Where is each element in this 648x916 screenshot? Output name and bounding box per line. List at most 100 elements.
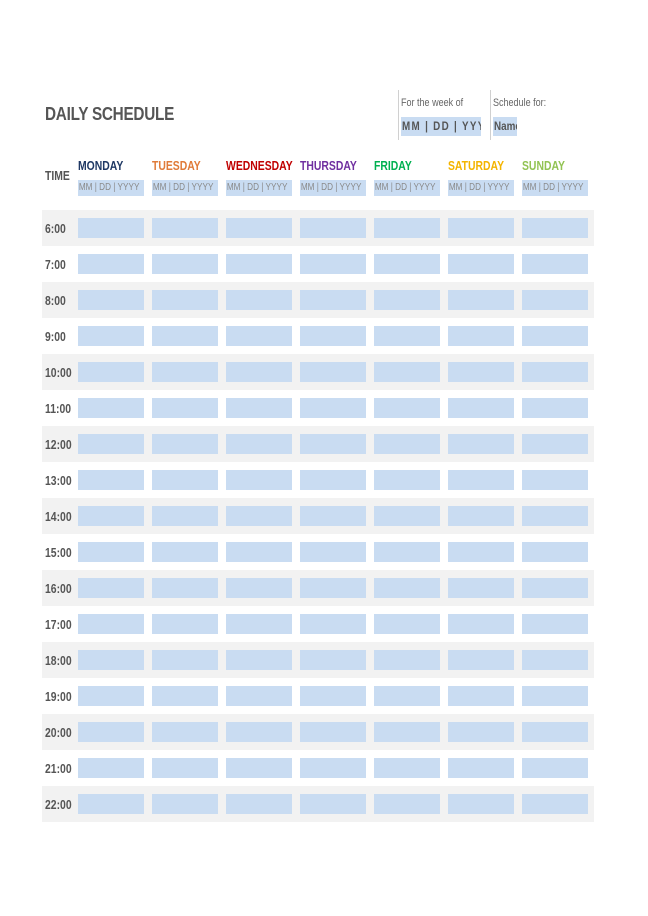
schedule-cell-tuesday[interactable]: [152, 326, 218, 346]
schedule-cell-friday[interactable]: [374, 542, 440, 562]
schedule-cell-thursday[interactable]: [300, 614, 366, 634]
schedule-cell-monday[interactable]: [78, 758, 144, 778]
schedule-cell-sunday[interactable]: [522, 326, 588, 346]
schedule-cell-tuesday[interactable]: [152, 650, 218, 670]
schedule-cell-thursday[interactable]: [300, 362, 366, 382]
schedule-cell-friday[interactable]: [374, 722, 440, 742]
schedule-cell-sunday[interactable]: [522, 290, 588, 310]
schedule-cell-monday[interactable]: [78, 614, 144, 634]
schedule-cell-tuesday[interactable]: [152, 542, 218, 562]
schedule-cell-saturday[interactable]: [448, 758, 514, 778]
schedule-cell-saturday[interactable]: [448, 218, 514, 238]
schedule-cell-thursday[interactable]: [300, 506, 366, 526]
schedule-cell-tuesday[interactable]: [152, 398, 218, 418]
schedule-cell-monday[interactable]: [78, 398, 144, 418]
schedule-cell-saturday[interactable]: [448, 470, 514, 490]
schedule-cell-wednesday[interactable]: [226, 290, 292, 310]
schedule-cell-wednesday[interactable]: [226, 758, 292, 778]
schedule-cell-thursday[interactable]: [300, 650, 366, 670]
schedule-cell-saturday[interactable]: [448, 686, 514, 706]
schedule-cell-monday[interactable]: [78, 722, 144, 742]
schedule-cell-sunday[interactable]: [522, 506, 588, 526]
schedule-cell-friday[interactable]: [374, 434, 440, 454]
day-date-field-saturday[interactable]: MM | DD | YYYY: [448, 180, 514, 196]
schedule-cell-sunday[interactable]: [522, 686, 588, 706]
schedule-cell-wednesday[interactable]: [226, 398, 292, 418]
schedule-cell-sunday[interactable]: [522, 254, 588, 274]
schedule-cell-sunday[interactable]: [522, 650, 588, 670]
schedule-cell-thursday[interactable]: [300, 218, 366, 238]
schedule-cell-thursday[interactable]: [300, 542, 366, 562]
schedule-cell-saturday[interactable]: [448, 506, 514, 526]
schedule-cell-tuesday[interactable]: [152, 470, 218, 490]
schedule-cell-tuesday[interactable]: [152, 578, 218, 598]
schedule-cell-wednesday[interactable]: [226, 650, 292, 670]
schedule-cell-thursday[interactable]: [300, 290, 366, 310]
schedule-cell-friday[interactable]: [374, 362, 440, 382]
schedule-cell-sunday[interactable]: [522, 542, 588, 562]
schedule-cell-sunday[interactable]: [522, 578, 588, 598]
schedule-cell-wednesday[interactable]: [226, 470, 292, 490]
schedule-cell-saturday[interactable]: [448, 794, 514, 814]
schedule-cell-monday[interactable]: [78, 506, 144, 526]
schedule-cell-friday[interactable]: [374, 398, 440, 418]
schedule-cell-monday[interactable]: [78, 542, 144, 562]
schedule-cell-friday[interactable]: [374, 686, 440, 706]
schedule-cell-tuesday[interactable]: [152, 686, 218, 706]
schedule-cell-friday[interactable]: [374, 506, 440, 526]
schedule-cell-thursday[interactable]: [300, 722, 366, 742]
schedule-cell-wednesday[interactable]: [226, 686, 292, 706]
schedule-cell-tuesday[interactable]: [152, 506, 218, 526]
schedule-cell-thursday[interactable]: [300, 326, 366, 346]
schedule-cell-friday[interactable]: [374, 218, 440, 238]
schedule-cell-sunday[interactable]: [522, 218, 588, 238]
schedule-cell-wednesday[interactable]: [226, 254, 292, 274]
schedule-cell-monday[interactable]: [78, 650, 144, 670]
schedule-cell-tuesday[interactable]: [152, 362, 218, 382]
schedule-cell-monday[interactable]: [78, 362, 144, 382]
schedule-cell-wednesday[interactable]: [226, 578, 292, 598]
schedule-cell-wednesday[interactable]: [226, 362, 292, 382]
schedule-cell-sunday[interactable]: [522, 362, 588, 382]
schedule-cell-sunday[interactable]: [522, 398, 588, 418]
schedule-cell-tuesday[interactable]: [152, 254, 218, 274]
day-date-field-monday[interactable]: MM | DD | YYYY: [78, 180, 144, 196]
schedule-cell-wednesday[interactable]: [226, 326, 292, 346]
day-date-field-wednesday[interactable]: MM | DD | YYYY: [226, 180, 292, 196]
schedule-cell-wednesday[interactable]: [226, 218, 292, 238]
schedule-cell-monday[interactable]: [78, 578, 144, 598]
schedule-cell-tuesday[interactable]: [152, 434, 218, 454]
schedule-cell-thursday[interactable]: [300, 434, 366, 454]
schedule-cell-friday[interactable]: [374, 650, 440, 670]
schedule-cell-saturday[interactable]: [448, 290, 514, 310]
schedule-for-name-field[interactable]: Name: [493, 117, 517, 136]
schedule-cell-saturday[interactable]: [448, 614, 514, 634]
schedule-cell-monday[interactable]: [78, 470, 144, 490]
schedule-cell-monday[interactable]: [78, 326, 144, 346]
schedule-cell-saturday[interactable]: [448, 326, 514, 346]
schedule-cell-sunday[interactable]: [522, 722, 588, 742]
schedule-cell-tuesday[interactable]: [152, 614, 218, 634]
schedule-cell-sunday[interactable]: [522, 470, 588, 490]
schedule-cell-monday[interactable]: [78, 290, 144, 310]
schedule-cell-tuesday[interactable]: [152, 794, 218, 814]
schedule-cell-monday[interactable]: [78, 254, 144, 274]
schedule-cell-tuesday[interactable]: [152, 722, 218, 742]
schedule-cell-wednesday[interactable]: [226, 434, 292, 454]
schedule-cell-wednesday[interactable]: [226, 794, 292, 814]
schedule-cell-thursday[interactable]: [300, 686, 366, 706]
schedule-cell-wednesday[interactable]: [226, 614, 292, 634]
schedule-cell-wednesday[interactable]: [226, 542, 292, 562]
schedule-cell-saturday[interactable]: [448, 434, 514, 454]
week-of-field[interactable]: MM | DD | YYYY: [401, 117, 481, 136]
schedule-cell-saturday[interactable]: [448, 362, 514, 382]
schedule-cell-monday[interactable]: [78, 218, 144, 238]
day-date-field-friday[interactable]: MM | DD | YYYY: [374, 180, 440, 196]
schedule-cell-sunday[interactable]: [522, 614, 588, 634]
schedule-cell-friday[interactable]: [374, 578, 440, 598]
schedule-cell-saturday[interactable]: [448, 722, 514, 742]
schedule-cell-sunday[interactable]: [522, 434, 588, 454]
schedule-cell-thursday[interactable]: [300, 398, 366, 418]
schedule-cell-wednesday[interactable]: [226, 506, 292, 526]
schedule-cell-monday[interactable]: [78, 794, 144, 814]
